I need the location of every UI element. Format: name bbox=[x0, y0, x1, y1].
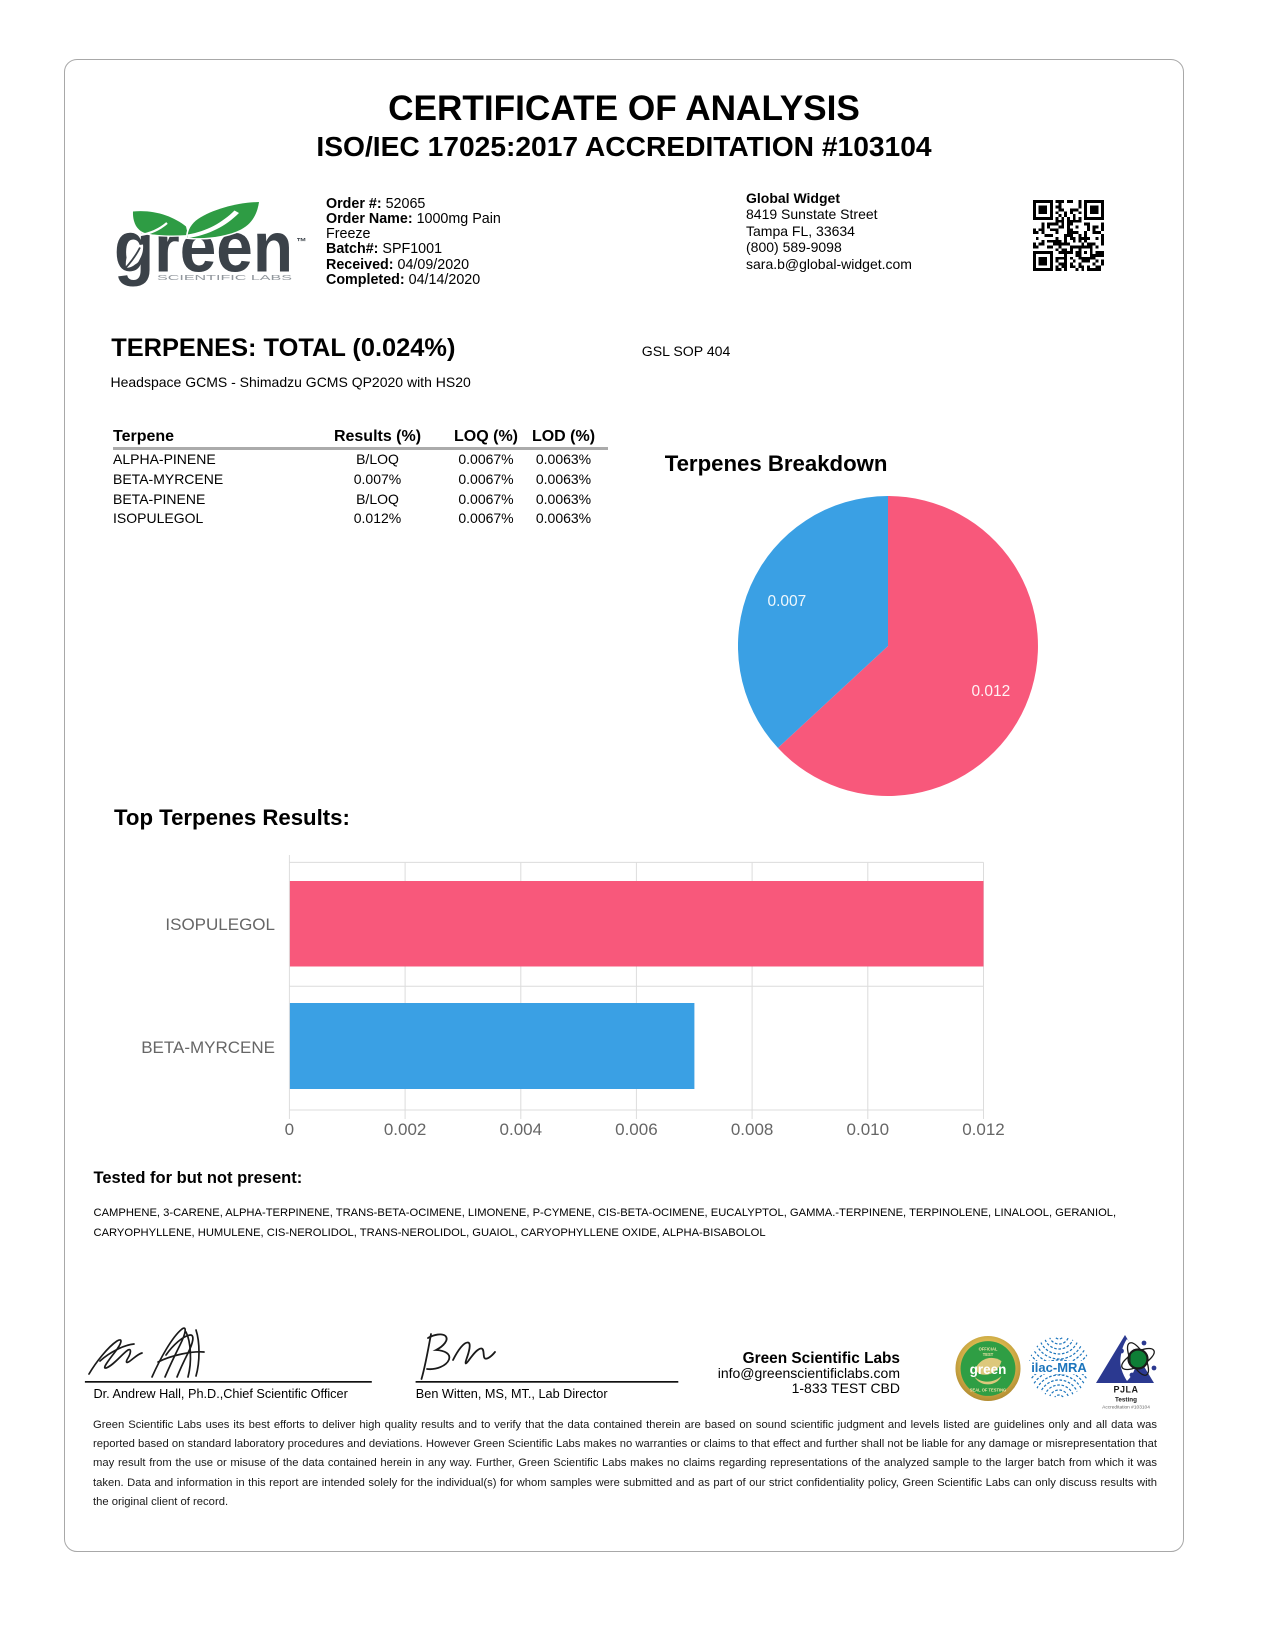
svg-text:OFFICIAL: OFFICIAL bbox=[979, 1346, 998, 1351]
svg-text:SEAL OF TESTING: SEAL OF TESTING bbox=[970, 1388, 1006, 1393]
svg-text:PJLA: PJLA bbox=[1113, 1385, 1138, 1395]
svg-text:SCIENTIFIC LABS: SCIENTIFIC LABS bbox=[157, 273, 292, 282]
svg-text:green: green bbox=[970, 1362, 1007, 1377]
svg-text:Testing: Testing bbox=[1115, 1397, 1137, 1404]
svg-text:™: ™ bbox=[297, 237, 307, 248]
svg-text:ilac-MRA: ilac-MRA bbox=[1031, 1360, 1087, 1375]
svg-text:TEST: TEST bbox=[983, 1352, 994, 1357]
svg-text:Accreditation #103104: Accreditation #103104 bbox=[1102, 1405, 1150, 1411]
